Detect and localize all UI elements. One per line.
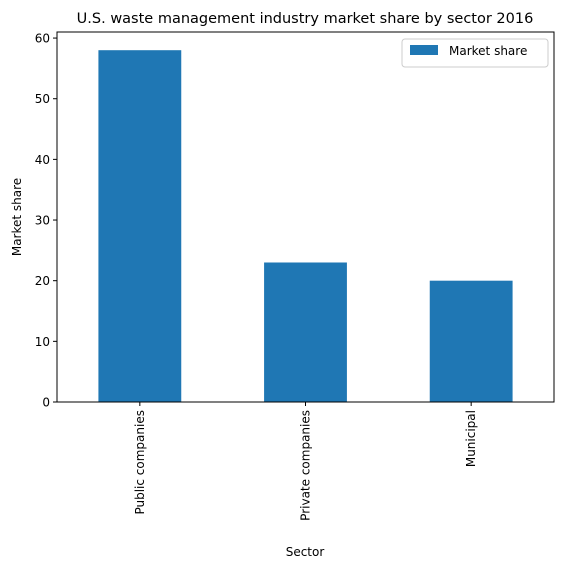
y-axis-label: Market share [10,178,24,256]
x-axis-ticks: Public companies Private companies Municip… [133,402,478,521]
y-tick-label: 20 [35,274,50,288]
y-axis-ticks: 0 10 20 30 40 50 60 [35,32,57,410]
y-tick-label: 60 [35,32,50,46]
y-tick-label: 40 [35,153,50,167]
bar-2 [264,262,347,402]
legend-frame [401,38,549,68]
x-tick-label: Public companies [133,410,147,515]
bars-group [98,50,513,403]
y-tick-label: 30 [35,214,50,228]
legend: Market share [401,38,549,68]
bar-3 [429,280,513,402]
x-tick-label: Private companies [299,410,313,521]
y-tick-label: 0 [42,396,50,410]
bar-1 [98,50,182,403]
x-axis-label: Sector [286,545,325,559]
legend-label: Market share [449,44,527,58]
y-tick-label: 10 [35,335,50,349]
chart-title: U.S. waste management industry market sh… [77,11,534,27]
plot-frame [56,31,555,403]
legend-swatch [410,45,438,55]
x-tick-label: Municipal [464,410,478,467]
y-tick-label: 50 [35,92,50,106]
